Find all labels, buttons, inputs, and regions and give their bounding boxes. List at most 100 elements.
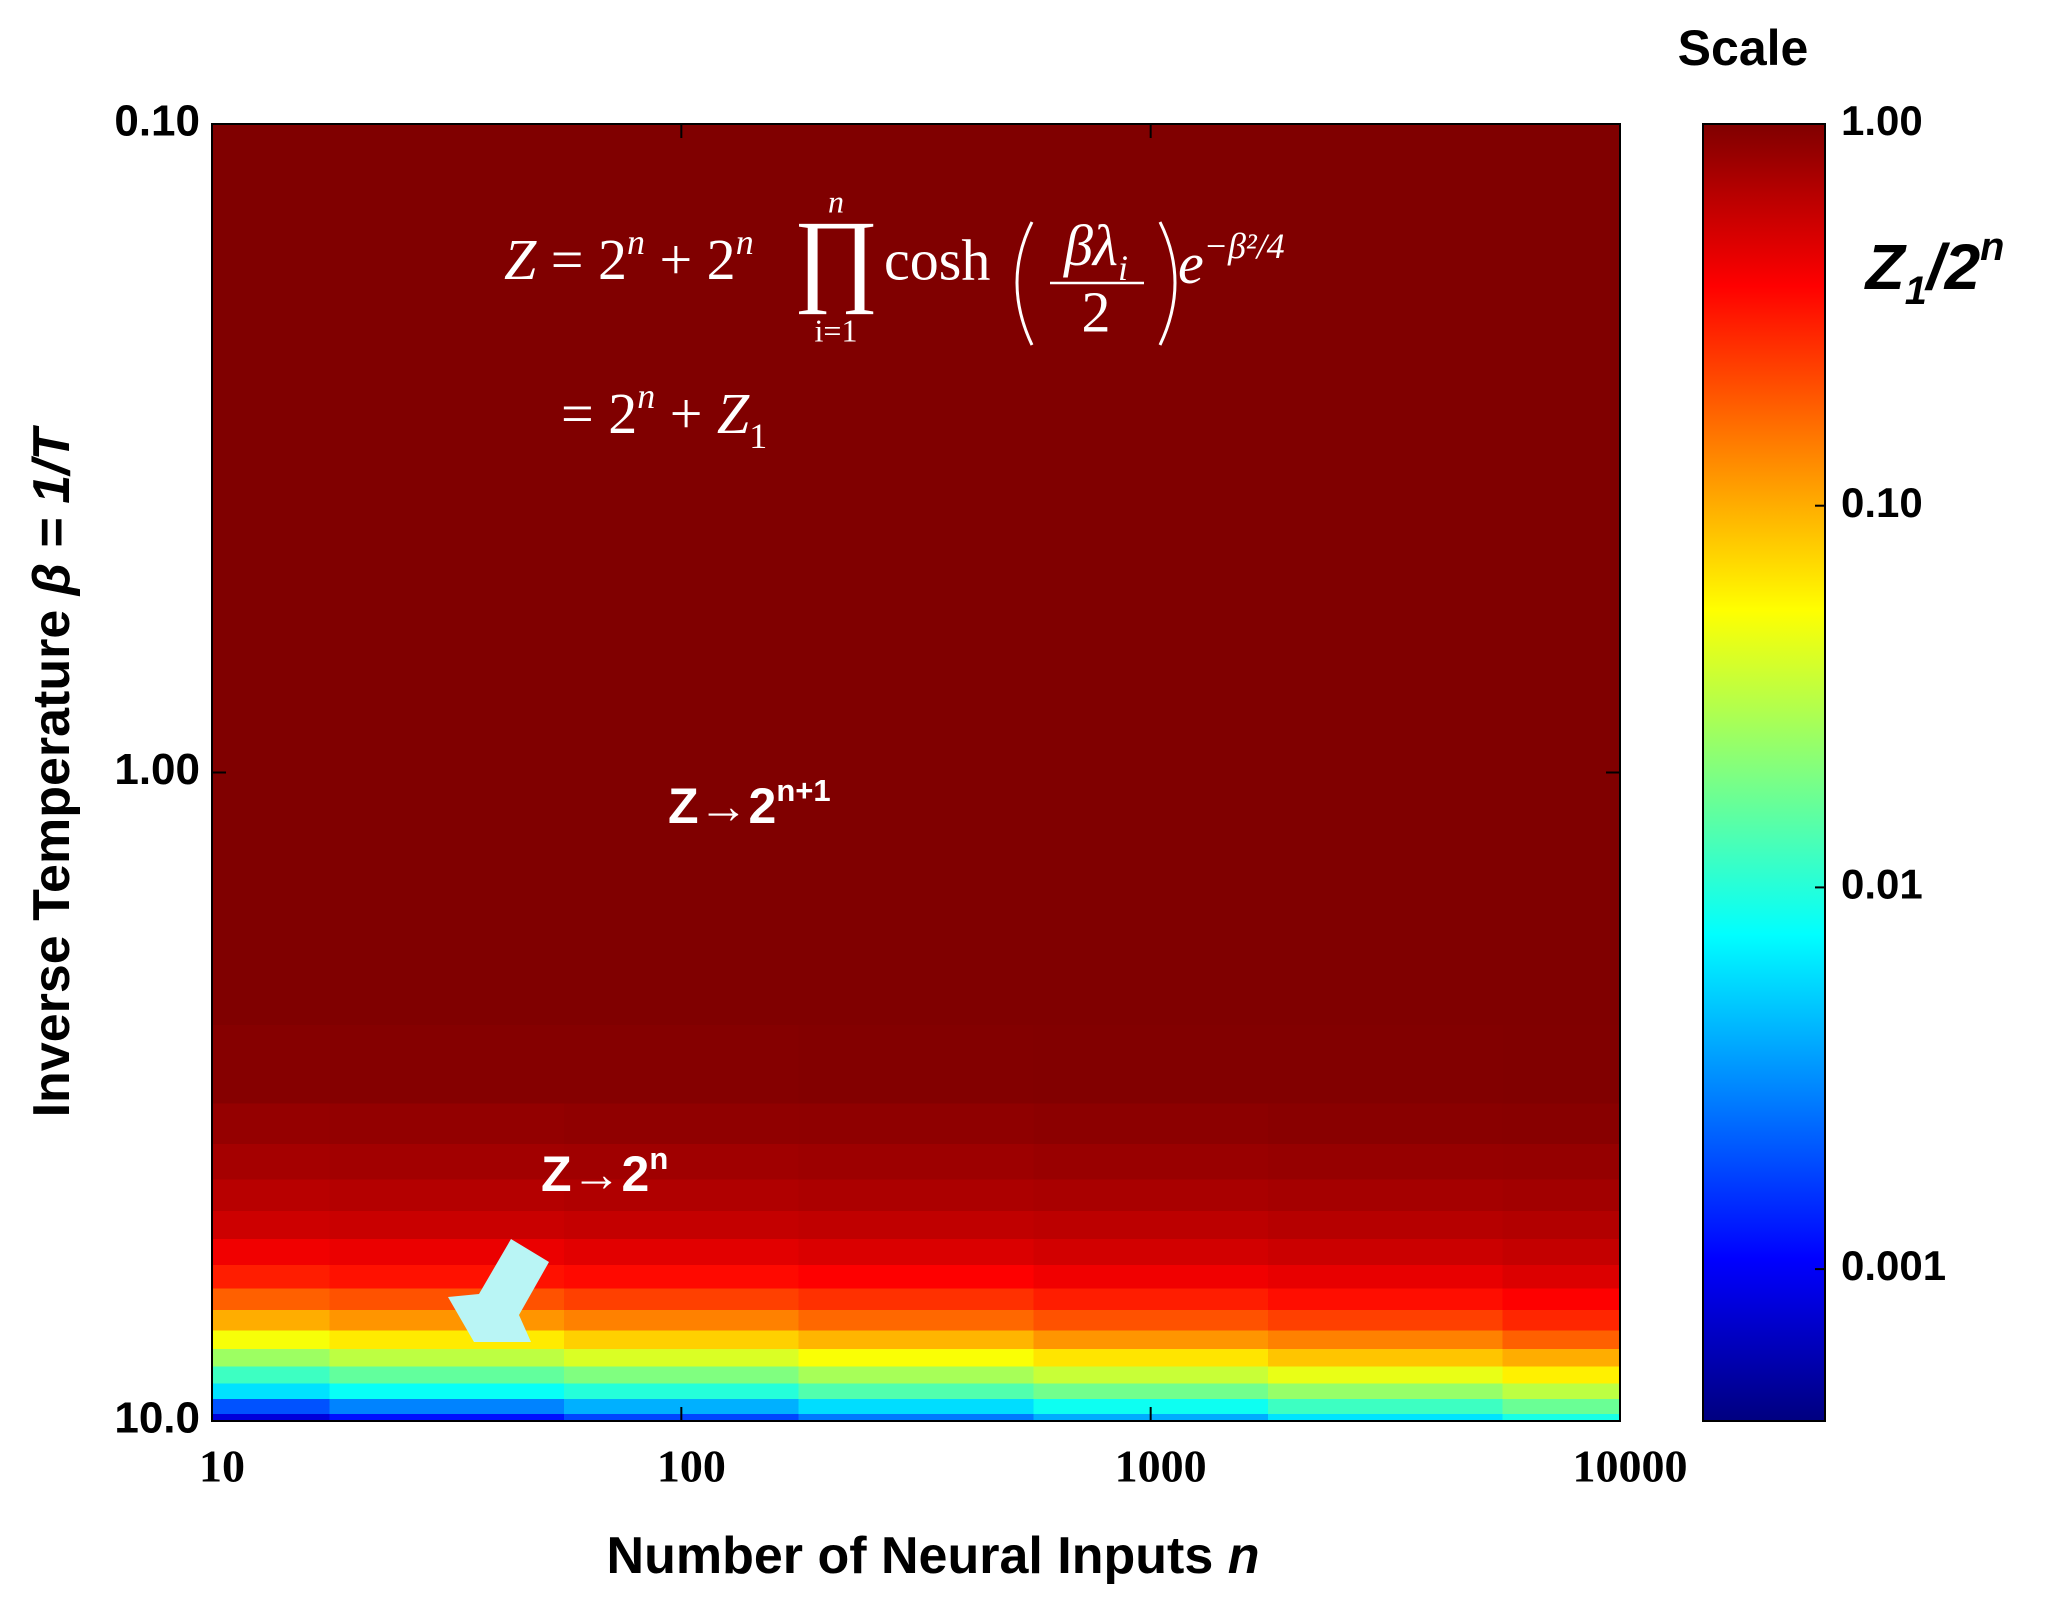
text-part: βλ [1063,213,1118,278]
heatmap-cell [798,1264,1035,1290]
heatmap-cell [563,1144,800,1181]
heatmap-cell [212,1179,331,1212]
text-part: 1 [749,416,767,456]
heatmap-cell [1502,1210,1621,1241]
heatmap-cell [1502,1413,1621,1422]
heatmap-cell [1267,1413,1504,1422]
heatmap-cell [212,1310,331,1332]
heatmap-cell [212,1024,331,1105]
heatmap-cell [1502,1310,1621,1332]
heatmap-cell [563,1179,800,1212]
heatmap-cell [212,1413,331,1422]
heatmap-cell [1033,1264,1269,1290]
heatmap-cell [798,1179,1035,1212]
text-part: i [1118,248,1128,288]
heatmap-cell [1033,1288,1269,1311]
heatmap-cell [563,124,800,450]
colorbar-title: Scale [1678,20,1809,76]
heatmap-cell [1502,124,1621,450]
heatmap-cell [563,1398,800,1415]
text-part: 1 [1905,269,1927,313]
text-part: n [1980,225,2004,269]
arrow [448,1239,549,1342]
heatmap-cell [1033,1239,1269,1266]
heatmap-cell [329,1413,565,1422]
heatmap-cell [1033,448,1269,871]
text-part: + 2 [645,227,736,292]
x-tick-label: 10 [199,1441,245,1492]
equation-part: Z = 2n + 2n [504,222,754,292]
heatmap-cell [798,1144,1035,1181]
heatmap-cell [1502,1024,1621,1105]
text-part: e [1178,231,1204,296]
text-part: Z [504,227,537,292]
heatmap-cell [212,1103,331,1145]
heatmap-cell [1033,870,1269,1026]
text-part: + [655,381,717,446]
heatmap-cell [212,1383,331,1400]
heatmap-cell [798,1413,1035,1422]
heatmap-cell [798,1024,1035,1105]
heatmap-cell [212,1288,331,1311]
heatmap-cell [1267,1264,1504,1290]
heatmap-cell [1502,1288,1621,1311]
colorbar-tick-label: 0.001 [1841,1242,1946,1289]
heatmap-cell [1267,870,1504,1026]
heatmap-cell [1033,1103,1269,1145]
heatmap-cell [1267,1179,1504,1212]
heatmap-cell [1502,1383,1621,1400]
equation-numerator: βλi [1063,213,1128,288]
heatmap-cell [329,1103,565,1145]
heatmap-cell [1033,1366,1269,1385]
heatmap-cell [1033,1210,1269,1241]
y-tick-label: 0.10 [114,97,200,146]
heatmap-cell [563,1210,800,1241]
heatmap-cell [1033,1310,1269,1332]
text-part: β = 1/T [23,424,81,597]
heatmap-cell [563,1383,800,1400]
annotation: Z→2n+1 [668,773,831,835]
text-part: Inverse Temperature [23,595,81,1117]
text-part: n [627,222,645,262]
heatmap-cell [798,1330,1035,1350]
heatmap-cell [563,1264,800,1290]
y-tick-label: 1.00 [114,745,200,794]
paren [1158,221,1177,346]
heatmap-cell [1502,1179,1621,1212]
heatmap-cell [329,1398,565,1415]
text-part: Z→2 [541,1146,649,1202]
heatmap [212,124,1621,1422]
heatmap-cell [1502,1103,1621,1145]
heatmap-cell [1267,448,1504,871]
heatmap-cell [212,1349,331,1368]
heatmap-cell [329,1383,565,1400]
text-part: = 2 [561,381,637,446]
colorbar-label: Z1/2n [1864,225,2005,313]
heatmap-cell [1267,1383,1504,1400]
heatmap-cell [212,1144,331,1181]
heatmap-cell [1267,1330,1504,1350]
equation-part: = 2n + Z1 [561,376,767,456]
heatmap-cell [798,1366,1035,1385]
heatmap-cell [563,1366,800,1385]
text-part: n [1228,1527,1260,1585]
text-part: Number of Neural Inputs [607,1527,1228,1585]
heatmap-cell [1033,1383,1269,1400]
equation-part: e−β²/4 [1178,226,1285,296]
heatmap-cell [563,1024,800,1105]
heatmap-cell [1267,124,1504,450]
heatmap-cell [1267,1310,1504,1332]
heatmap-cell [798,1210,1035,1241]
heatmap-cell [212,1330,331,1350]
heatmap-cell [1267,1349,1504,1368]
equation-product: ∏ [793,200,879,315]
heatmap-cell [1267,1288,1504,1311]
heatmap-cell [1502,448,1621,871]
text-part: Z [717,381,750,446]
text-part: Z [1864,231,1908,303]
heatmap-cell [1502,1239,1621,1266]
colorbar-tick-label: 0.10 [1841,479,1923,526]
heatmap-cell [212,1366,331,1385]
heatmap-cell [329,448,565,871]
